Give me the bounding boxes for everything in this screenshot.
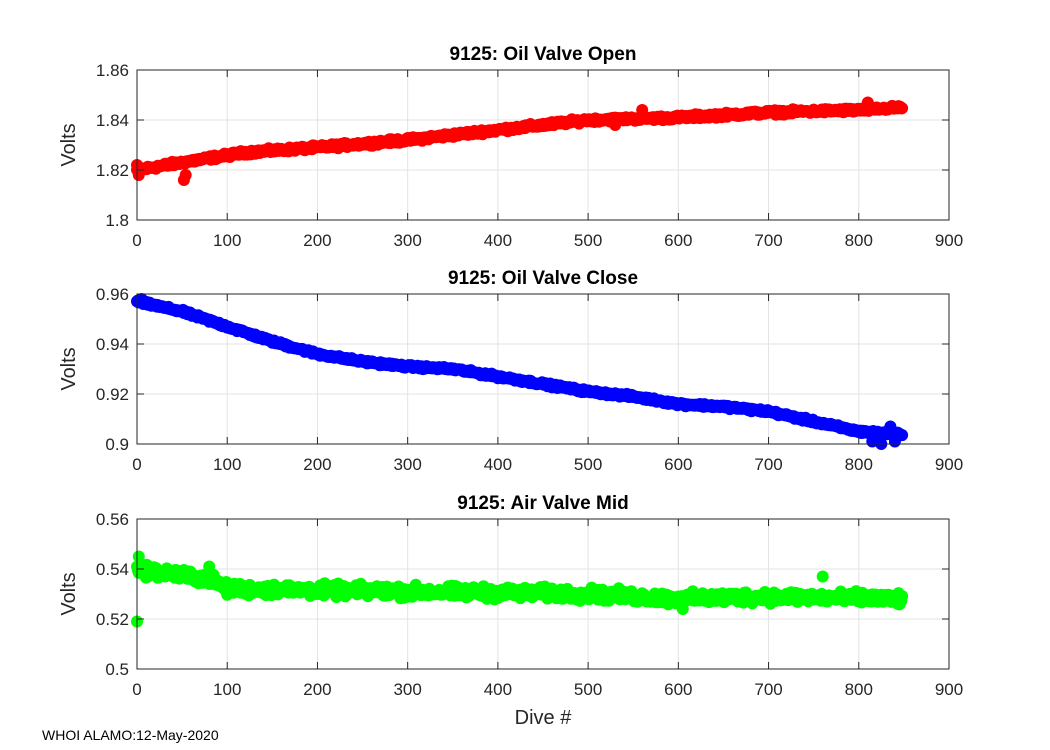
- x-tick-label: 700: [754, 680, 782, 699]
- x-tick-label: 500: [574, 680, 602, 699]
- x-tick-label: 300: [393, 680, 421, 699]
- data-point: [609, 119, 622, 131]
- x-tick-label: 600: [664, 680, 692, 699]
- x-tick-label: 400: [484, 231, 512, 250]
- y-tick-label: 0.94: [96, 335, 129, 354]
- y-tick-label: 0.92: [96, 385, 129, 404]
- y-tick-label: 0.52: [96, 610, 129, 629]
- x-tick-label: 300: [393, 231, 421, 250]
- x-tick-label: 800: [845, 231, 873, 250]
- x-tick-label: 200: [303, 680, 331, 699]
- y-tick-label: 1.8: [105, 211, 129, 230]
- y-tick-label: 1.82: [96, 161, 129, 180]
- x-tick-label: 900: [935, 455, 963, 474]
- x-tick-label: 200: [303, 231, 331, 250]
- x-tick-label: 900: [935, 231, 963, 250]
- footer-stamp: WHOI ALAMO:12-May-2020: [42, 727, 219, 743]
- x-axis-label: Dive #: [515, 707, 573, 729]
- data-point: [888, 435, 901, 448]
- panel-1: 0 100 200 300 400 500 600 700 800 900 1.8 1.82 1.84 1…: [58, 44, 963, 250]
- y-tick-label: 0.96: [96, 285, 129, 304]
- x-tick-label: 500: [574, 231, 602, 250]
- data-point: [896, 102, 909, 115]
- x-tick-label: 400: [484, 680, 512, 699]
- data-point: [179, 169, 192, 181]
- axes-box: [136, 69, 950, 221]
- x-tick-label: 400: [484, 455, 512, 474]
- y-tick-label: 1.86: [96, 61, 129, 80]
- data-series: [131, 550, 909, 628]
- x-tick-label: 200: [303, 455, 331, 474]
- x-tick-label: 700: [754, 455, 782, 474]
- y-axis-label: Volts: [58, 123, 80, 166]
- y-tick-label: 0.54: [96, 560, 129, 579]
- data-series: [131, 96, 909, 186]
- chart-title: 9125: Oil Valve Close: [448, 268, 638, 289]
- data-point: [816, 570, 829, 583]
- x-tick-label: 0: [132, 231, 141, 250]
- chart-title: 9125: Oil Valve Open: [450, 44, 637, 65]
- y-tick-label: 0.56: [96, 510, 129, 529]
- y-tick-label: 0.9: [105, 435, 129, 454]
- data-series: [131, 293, 909, 450]
- x-tick-label: 600: [664, 231, 692, 250]
- x-tick-label: 900: [935, 680, 963, 699]
- panel-3: 0 100 200 300 400 500 600 700 800 900 0.5 0.52 0.54 0…: [58, 493, 963, 729]
- axes-box: [136, 518, 950, 670]
- y-tick-label: 1.84: [96, 111, 129, 130]
- data-point: [132, 169, 145, 181]
- x-tick-label: 100: [213, 680, 241, 699]
- data-point: [132, 550, 145, 563]
- x-tick-label: 0: [132, 680, 141, 699]
- data-point: [135, 293, 148, 305]
- x-tick-label: 600: [664, 455, 692, 474]
- data-point: [676, 603, 689, 615]
- data-point: [636, 104, 649, 116]
- x-tick-label: 100: [213, 231, 241, 250]
- data-point: [203, 560, 216, 573]
- x-tick-label: 800: [845, 455, 873, 474]
- data-point: [884, 420, 897, 433]
- data-point: [896, 590, 909, 603]
- x-tick-label: 800: [845, 680, 873, 699]
- x-tick-label: 100: [213, 455, 241, 474]
- x-tick-label: 0: [132, 455, 141, 474]
- y-axis-label: Volts: [58, 572, 80, 615]
- y-tick-label: 0.5: [105, 660, 129, 679]
- panel-2: 0 100 200 300 400 500 600 700 800 900 0.9 0.92 0.94 0…: [58, 268, 963, 474]
- axes-box: [136, 293, 950, 445]
- chart-title: 9125: Air Valve Mid: [457, 493, 628, 514]
- data-point: [861, 96, 874, 109]
- y-axis-label: Volts: [58, 347, 80, 390]
- x-tick-label: 500: [574, 455, 602, 474]
- x-tick-label: 300: [393, 455, 421, 474]
- x-tick-label: 700: [754, 231, 782, 250]
